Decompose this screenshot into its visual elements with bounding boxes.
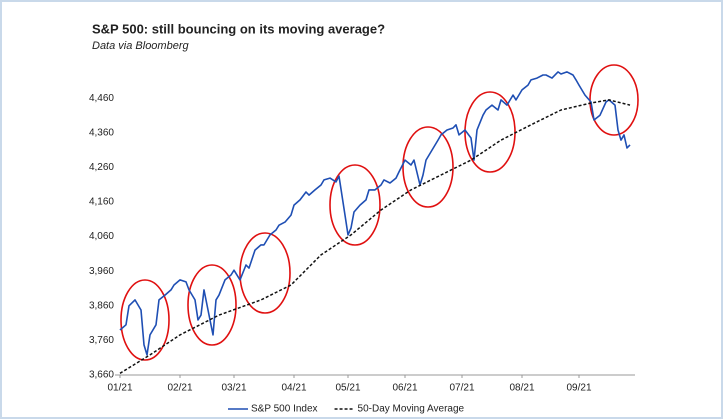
legend-label: 50-Day Moving Average (358, 404, 465, 415)
x-tick-label: 05/21 (335, 383, 360, 394)
circle (402, 126, 454, 208)
x-tick-label: 04/21 (281, 383, 306, 394)
x-tick-label: 02/21 (167, 383, 192, 394)
x-tick-label: 08/21 (509, 383, 534, 394)
series-line (119, 71, 631, 356)
circle (464, 91, 516, 173)
legend-label: S&P 500 Index (251, 404, 318, 415)
x-tick-label: 03/21 (221, 383, 246, 394)
series-line (119, 99, 631, 374)
x-tick-label: 01/21 (107, 383, 132, 394)
chart-subtitle: Data via Bloomberg (92, 40, 189, 52)
y-tick-label: 4,160 (89, 197, 114, 208)
chart-title: S&P 500: still bouncing on its moving av… (92, 21, 385, 36)
y-tick-label: 4,060 (89, 231, 114, 242)
y-tick-label: 3,960 (89, 266, 114, 277)
annotations (120, 64, 639, 361)
y-tick-label: 4,460 (89, 93, 114, 104)
y-tick-label: 4,260 (89, 162, 114, 173)
x-tick-label: 06/21 (392, 383, 417, 394)
y-tick-label: 3,760 (89, 335, 114, 346)
y-tick-label: 3,860 (89, 300, 114, 311)
x-tick-label: 07/21 (449, 383, 474, 394)
circle (120, 279, 170, 361)
circle (187, 264, 237, 346)
circle (329, 164, 381, 246)
x-tick-label: 09/21 (566, 383, 591, 394)
y-tick-label: 3,660 (89, 370, 114, 381)
circle (239, 232, 291, 314)
y-tick-label: 4,360 (89, 127, 114, 138)
